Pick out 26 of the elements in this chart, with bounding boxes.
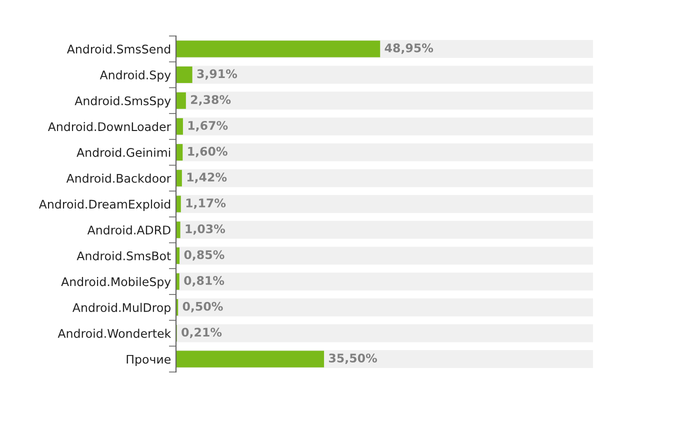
data-label: 1,67% xyxy=(188,120,228,132)
y-tick-label: Android.Spy xyxy=(100,70,171,82)
y-tick-label: Android.MulDrop xyxy=(72,302,170,314)
data-label: 1,17% xyxy=(186,198,226,209)
y-tick-label: Android.Geinimi xyxy=(76,148,170,157)
y-tick-label: Android.Wondertek xyxy=(58,328,172,338)
data-label: 0,81% xyxy=(184,276,224,286)
y-tick-label: Android.SmsBot xyxy=(76,251,171,260)
data-label: 0,21% xyxy=(182,328,222,338)
data-label: 0,50% xyxy=(182,302,223,312)
data-label: 1,03% xyxy=(186,224,226,235)
y-tick-label: Android.SmsSend xyxy=(66,44,170,54)
data-label: 3,91% xyxy=(197,69,238,80)
data-label: 35,50% xyxy=(328,354,377,364)
data-label: 1,60% xyxy=(188,146,228,158)
y-tick-label: Android.ADRD xyxy=(87,225,170,234)
y-tick-label: Android.MobileSpy xyxy=(61,277,171,288)
data-label: 2,38% xyxy=(191,95,231,106)
y-tick-label: Android.DreamExploid xyxy=(38,200,170,211)
y-tick-label: Android.DownLoader xyxy=(48,122,172,132)
y-tick-label: Android.SmsSpy xyxy=(74,96,171,108)
data-label: 48,95% xyxy=(384,43,434,54)
data-label: 0,85% xyxy=(184,250,224,261)
y-tick-label: Android.Backdoor xyxy=(66,174,172,183)
data-label: 1,42% xyxy=(187,172,227,184)
y-tick-label: Прочие xyxy=(126,354,171,366)
